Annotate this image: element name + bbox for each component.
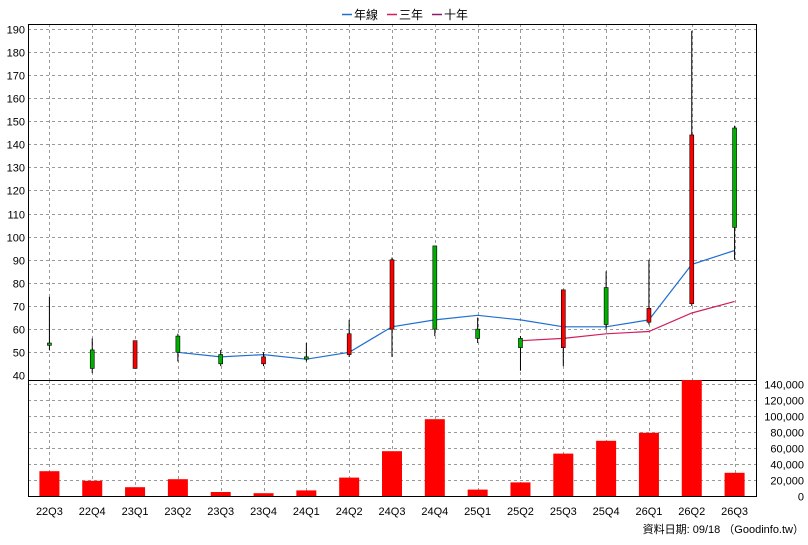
- volume-bar: [167, 479, 188, 496]
- volume-tick-label: 140,000: [764, 380, 804, 392]
- x-tick-label: 23Q2: [164, 506, 191, 518]
- volume-bar: [681, 380, 702, 496]
- grid: [28, 24, 756, 496]
- x-tick-label: 24Q3: [379, 506, 406, 518]
- x-tick-label: 22Q4: [79, 506, 106, 518]
- volume-bar: [210, 492, 231, 496]
- volume-tick-label: 120,000: [764, 396, 804, 408]
- volume-axis: 0 20,000 40,000 60,000 80,000 100,000 120,000 1…: [764, 380, 804, 504]
- x-tick-label: 26Q2: [678, 506, 705, 518]
- candle-body: [646, 308, 652, 323]
- price-tick-label: 170: [7, 71, 25, 83]
- price-tick-label: 90: [13, 256, 25, 268]
- volume-bar: [125, 487, 146, 496]
- moving-average-lines: [177, 249, 735, 360]
- volume-tick-label: 20,000: [770, 476, 804, 488]
- volume-bar: [424, 419, 445, 496]
- volume-bar: [382, 451, 402, 496]
- ma-line: [520, 300, 735, 342]
- candle-body: [218, 354, 224, 365]
- plot-frames: [28, 24, 757, 497]
- price-tick-label: 150: [7, 117, 25, 129]
- volume-tick-label: 40,000: [770, 460, 804, 472]
- x-tick-label: 24Q1: [293, 506, 320, 518]
- candle-body: [304, 356, 309, 360]
- candle-body: [732, 127, 737, 228]
- volume-bar: [596, 440, 617, 496]
- candles: [47, 30, 737, 374]
- x-tick-label: 24Q2: [336, 506, 363, 518]
- candle-body: [689, 134, 695, 305]
- price-tick-label: 140: [7, 140, 25, 152]
- legend-label: 年線: [354, 7, 378, 22]
- volume-tick-label: 80,000: [770, 428, 804, 440]
- ma-line: [177, 249, 735, 360]
- volume-bar: [82, 480, 103, 496]
- x-tick-label: 23Q3: [207, 506, 234, 518]
- price-tick-label: 120: [7, 186, 25, 198]
- volume-bar: [638, 432, 659, 496]
- price-tick-label: 180: [7, 48, 25, 60]
- x-tick-label: 25Q1: [464, 506, 491, 518]
- x-tick-label: 23Q4: [250, 506, 277, 518]
- x-tick-label: 23Q1: [122, 506, 149, 518]
- volume-bars: [39, 380, 745, 496]
- candle-body: [261, 356, 266, 365]
- volume-tick-label: 100,000: [764, 412, 804, 424]
- volume-bar: [510, 482, 531, 496]
- x-tick-label: 25Q3: [550, 506, 577, 518]
- x-tick-label: 25Q2: [507, 506, 534, 518]
- price-tick-label: 160: [7, 94, 25, 106]
- volume-bar: [296, 490, 317, 496]
- price-tick-label: 60: [13, 325, 25, 337]
- x-tick-label: 25Q4: [593, 506, 620, 518]
- volume-tick-label: 0: [798, 492, 804, 504]
- x-tick-label: 26Q1: [635, 506, 662, 518]
- price-tick-label: 70: [13, 302, 25, 314]
- volume-tick-label: 60,000: [770, 444, 804, 456]
- candle-body: [389, 259, 395, 330]
- volume-bar: [339, 477, 360, 496]
- price-tick-label: 40: [13, 371, 25, 383]
- price-tick-label: 130: [7, 163, 25, 175]
- price-axis: 40 50 60 70 80 90 100 110 120 130 140 150 160 170 180 1…: [7, 25, 25, 383]
- candle-body: [175, 335, 181, 353]
- candle-body: [89, 349, 95, 369]
- candle-body: [475, 328, 480, 339]
- candle-body: [603, 287, 609, 325]
- volume-plot-frame: [28, 380, 757, 497]
- price-tick-label: 50: [13, 348, 25, 360]
- legend: 年線 三年 十年: [342, 7, 468, 22]
- candle-body: [132, 340, 138, 369]
- volume-bar: [467, 489, 488, 496]
- candle-body: [47, 342, 52, 346]
- volume-bar: [553, 453, 574, 496]
- price-tick-label: 100: [7, 233, 25, 245]
- price-tick-label: 190: [7, 25, 25, 37]
- volume-bar: [39, 471, 60, 496]
- x-tick-label: 22Q3: [36, 506, 63, 518]
- volume-bar: [724, 472, 745, 496]
- candle-body: [432, 245, 438, 330]
- price-tick-label: 110: [7, 210, 25, 222]
- candle-body: [518, 338, 523, 348]
- x-axis: 22Q3 22Q4 23Q1 23Q2 23Q3 23Q4 24Q1 24Q2 24Q3 24Q4…: [36, 506, 748, 518]
- legend-label: 十年: [444, 8, 468, 22]
- x-tick-label: 26Q3: [721, 506, 748, 518]
- candle-body: [560, 289, 566, 348]
- volume-bar: [253, 493, 274, 496]
- x-tick-label: 24Q4: [421, 506, 448, 518]
- candle-body: [346, 333, 352, 355]
- legend-label: 三年: [399, 8, 423, 22]
- footer-note: 資料日期: 09/18 （Goodinfo.tw）: [643, 522, 804, 536]
- price-tick-label: 80: [13, 279, 25, 291]
